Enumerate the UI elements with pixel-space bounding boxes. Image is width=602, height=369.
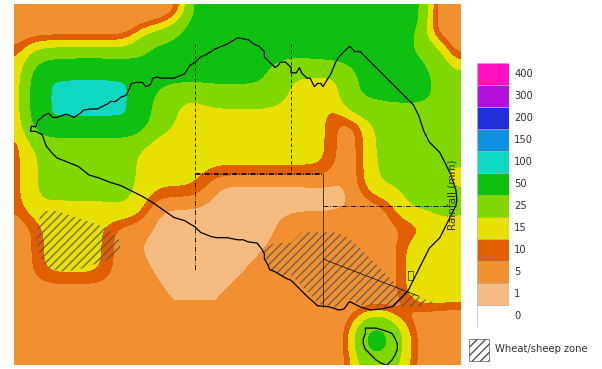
Bar — [468, 339, 489, 361]
Bar — [477, 261, 509, 283]
Text: 400: 400 — [514, 69, 533, 79]
Text: Wheat/sheep zone: Wheat/sheep zone — [495, 344, 588, 354]
Bar — [477, 151, 509, 173]
Bar — [477, 85, 509, 107]
Text: 200: 200 — [514, 113, 533, 123]
Bar — [477, 107, 509, 129]
Bar — [477, 217, 509, 239]
Bar — [477, 63, 509, 85]
Text: 0: 0 — [514, 311, 521, 321]
Text: 1: 1 — [514, 289, 521, 299]
Text: Rainfall (mm): Rainfall (mm) — [447, 159, 458, 230]
Text: 50: 50 — [514, 179, 527, 189]
Text: 300: 300 — [514, 91, 533, 101]
Text: 15: 15 — [514, 223, 527, 232]
Bar — [477, 239, 509, 261]
Bar — [477, 283, 509, 304]
Bar — [477, 173, 509, 195]
Text: 10: 10 — [514, 245, 527, 255]
Text: 5: 5 — [514, 266, 521, 277]
Text: 150: 150 — [514, 135, 533, 145]
Bar — [477, 195, 509, 217]
Bar — [477, 129, 509, 151]
Polygon shape — [477, 49, 509, 63]
Text: 100: 100 — [514, 157, 533, 167]
Text: 25: 25 — [514, 201, 527, 211]
Bar — [477, 304, 509, 327]
